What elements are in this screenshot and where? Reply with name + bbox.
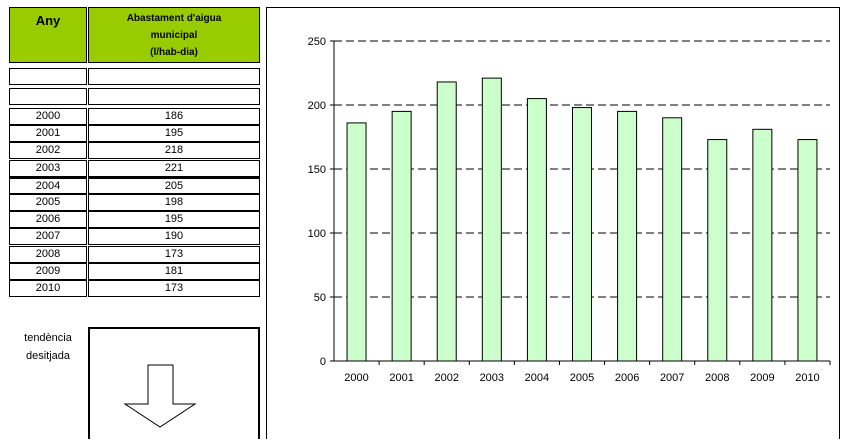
cell-value: 186: [88, 108, 260, 125]
trend-label-line-2: desitjada: [25, 350, 71, 362]
header-value-line-3: (l/hab-dia): [150, 47, 198, 58]
trend-label: tendència desitjada: [9, 329, 87, 365]
x-tick-label: 2006: [615, 372, 639, 384]
cell-year: 2004: [9, 176, 87, 194]
header-value-line-1: Abastament d'aigua: [126, 13, 222, 24]
cell-year: 2001: [9, 125, 87, 143]
bar: [707, 139, 728, 362]
cell-year: 2003: [9, 159, 87, 177]
x-tick-label: 2010: [795, 372, 819, 384]
cell-value-empty: [88, 68, 260, 85]
x-tick-label: 2007: [660, 372, 684, 384]
down-arrow-icon: [123, 364, 197, 428]
table-row: 2003 221: [9, 159, 260, 177]
bar: [797, 139, 818, 362]
cell-value: 190: [88, 228, 260, 246]
cell-year: 2010: [9, 280, 87, 297]
bar: [662, 117, 683, 362]
bar: [481, 77, 502, 362]
cell-year: 2009: [9, 262, 87, 280]
cell-year-empty: [9, 88, 87, 105]
trend-arrow-box: [88, 327, 260, 439]
table-row: 2000 186: [9, 108, 260, 125]
table-row-empty: [9, 68, 260, 85]
cell-value-empty: [88, 88, 260, 105]
bar: [436, 81, 457, 362]
cell-value: 205: [88, 176, 260, 194]
table-row: 2004 205: [9, 176, 260, 194]
cell-value: 173: [88, 245, 260, 263]
cell-value: 173: [88, 280, 260, 297]
x-tick-label: 2002: [434, 372, 458, 384]
table-row: 2009 181: [9, 262, 260, 280]
x-tick-label: 2003: [480, 372, 504, 384]
cell-value: 195: [88, 211, 260, 229]
y-tick-label: 100: [308, 228, 326, 240]
x-tick-label: 2008: [705, 372, 729, 384]
x-tick-label: 2004: [525, 372, 549, 384]
header-value: Abastament d'aigua municipal (l/hab-dia): [88, 7, 260, 63]
bar: [572, 107, 592, 362]
cell-year: 2008: [9, 245, 87, 263]
y-tick-label: 150: [308, 164, 326, 176]
table-row: 2001 195: [9, 125, 260, 143]
cell-year: 2007: [9, 228, 87, 246]
y-tick-label: 250: [308, 36, 326, 48]
x-tick-label: 2000: [344, 372, 368, 384]
table-row: 2002 218: [9, 142, 260, 160]
cell-value: 181: [88, 262, 260, 280]
y-tick-label: 50: [314, 292, 326, 304]
cell-year: 2005: [9, 194, 87, 211]
bar: [617, 110, 638, 362]
bar: [391, 110, 412, 362]
table-row: 2007 190: [9, 228, 260, 246]
x-tick-label: 2005: [570, 372, 594, 384]
y-tick-label: 200: [308, 100, 326, 112]
x-tick-label: 2009: [750, 372, 774, 384]
table-row: 2006 195: [9, 211, 260, 229]
chart-frame: 0 50 100 150 200 250 2000 2001 2002 2003 2004 2005 2…: [266, 7, 840, 439]
header-value-line-2: municipal: [150, 30, 198, 41]
table-row: 2005 198: [9, 194, 260, 211]
trend-label-line-1: tendència: [24, 332, 72, 344]
bar: [346, 122, 367, 362]
cell-value: 221: [88, 159, 260, 177]
table-row: 2010 173: [9, 280, 260, 297]
cell-year: 2006: [9, 211, 87, 229]
cell-value: 198: [88, 194, 260, 211]
y-tick-label: 0: [320, 356, 326, 368]
table-row-empty: [9, 88, 260, 105]
bar: [526, 98, 547, 362]
x-tick-label: 2001: [389, 372, 413, 384]
cell-year: 2000: [9, 108, 87, 125]
cell-year: 2002: [9, 142, 87, 160]
bar-chart: 0 50 100 150 200 250 2000 2001 2002 2003 2004 2005 2…: [308, 36, 831, 384]
bar: [752, 128, 773, 362]
header-year: Any: [9, 7, 87, 63]
cell-year-empty: [9, 68, 87, 85]
cell-value: 195: [88, 125, 260, 143]
cell-value: 218: [88, 142, 260, 160]
table-row: 2008 173: [9, 245, 260, 263]
